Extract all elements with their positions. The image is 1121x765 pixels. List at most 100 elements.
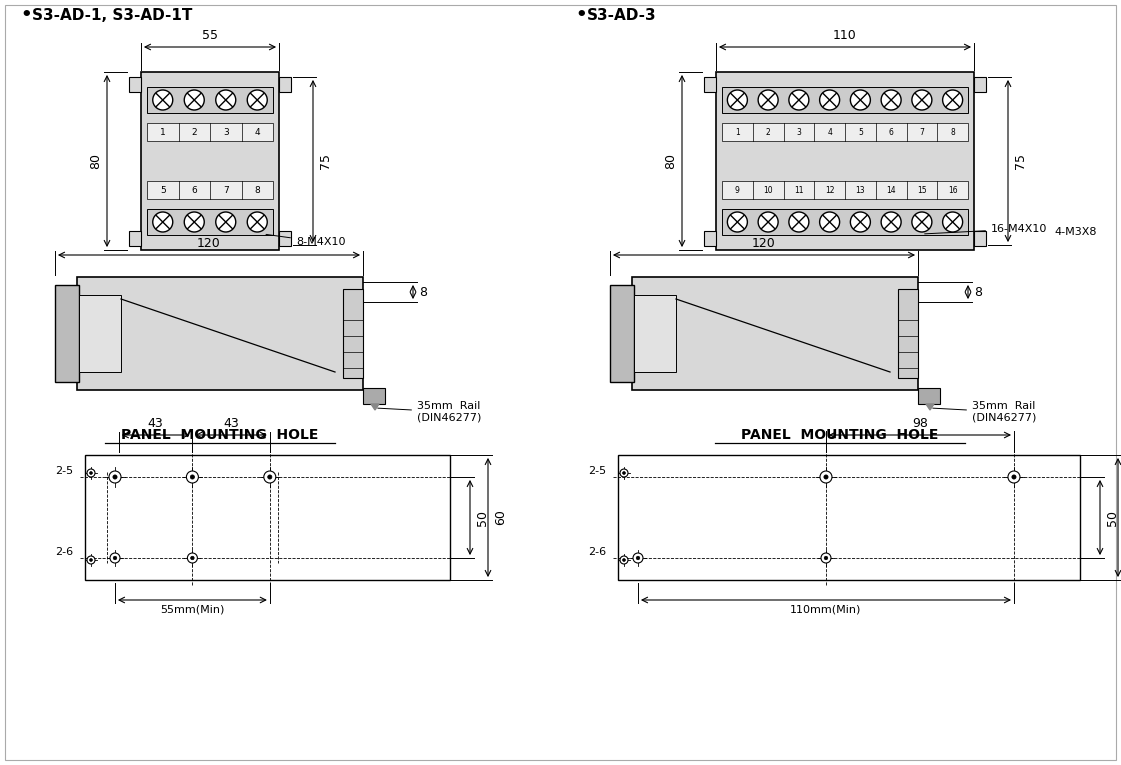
- Bar: [898, 289, 918, 378]
- Text: 13: 13: [855, 185, 865, 194]
- Bar: [77, 277, 363, 390]
- Circle shape: [819, 90, 840, 110]
- Text: 8: 8: [254, 185, 260, 194]
- Circle shape: [152, 212, 173, 232]
- Text: 55: 55: [202, 29, 217, 42]
- Text: 80: 80: [664, 153, 677, 169]
- Circle shape: [911, 212, 932, 232]
- Circle shape: [268, 475, 272, 479]
- Circle shape: [87, 469, 95, 477]
- Text: 75: 75: [1015, 153, 1027, 169]
- Text: 35mm  Rail
(DIN46277): 35mm Rail (DIN46277): [378, 401, 481, 423]
- Text: 75: 75: [319, 153, 332, 169]
- Bar: [634, 295, 676, 372]
- Bar: [363, 388, 385, 404]
- Circle shape: [758, 90, 778, 110]
- Circle shape: [728, 90, 748, 110]
- Circle shape: [1008, 471, 1020, 483]
- Bar: [78, 295, 121, 372]
- Circle shape: [187, 553, 197, 563]
- Text: 5: 5: [858, 128, 863, 136]
- Text: 8: 8: [951, 128, 955, 136]
- Circle shape: [819, 212, 840, 232]
- Circle shape: [87, 556, 95, 564]
- Text: 9: 9: [735, 185, 740, 194]
- Circle shape: [186, 471, 198, 483]
- Text: 6: 6: [192, 185, 197, 194]
- Bar: [279, 230, 291, 246]
- Circle shape: [819, 471, 832, 483]
- Text: 50: 50: [476, 509, 489, 526]
- Circle shape: [90, 558, 92, 562]
- Circle shape: [789, 212, 809, 232]
- Text: 7: 7: [919, 128, 925, 136]
- Circle shape: [110, 553, 120, 563]
- Text: 110: 110: [833, 29, 856, 42]
- Text: 55mm(Min): 55mm(Min): [160, 605, 224, 615]
- Bar: [85, 455, 450, 580]
- Circle shape: [821, 553, 831, 563]
- Text: 1: 1: [735, 128, 740, 136]
- Bar: [716, 72, 974, 250]
- Text: 98: 98: [912, 417, 928, 430]
- Text: 10: 10: [763, 185, 773, 194]
- Circle shape: [90, 471, 92, 474]
- Bar: [279, 76, 291, 92]
- Text: S3-AD-3: S3-AD-3: [587, 8, 657, 22]
- Text: 12: 12: [825, 185, 834, 194]
- Circle shape: [263, 471, 276, 483]
- Bar: [722, 181, 969, 199]
- Circle shape: [824, 556, 827, 560]
- Bar: [147, 87, 274, 113]
- Text: 8-M4X10: 8-M4X10: [266, 234, 345, 247]
- Text: 4-M3X8: 4-M3X8: [1054, 227, 1096, 237]
- Text: 2-5: 2-5: [587, 466, 606, 476]
- Text: 1: 1: [160, 128, 166, 136]
- Circle shape: [943, 212, 963, 232]
- Text: 8: 8: [974, 285, 982, 298]
- Circle shape: [881, 90, 901, 110]
- Polygon shape: [371, 404, 379, 410]
- Text: 3: 3: [223, 128, 229, 136]
- Circle shape: [215, 212, 235, 232]
- Bar: [147, 181, 274, 199]
- Bar: [147, 123, 274, 141]
- Bar: [704, 76, 716, 92]
- Text: 16: 16: [948, 185, 957, 194]
- Circle shape: [248, 212, 267, 232]
- Text: 4: 4: [254, 128, 260, 136]
- Circle shape: [881, 212, 901, 232]
- Circle shape: [152, 90, 173, 110]
- Circle shape: [633, 553, 643, 563]
- Bar: [55, 285, 78, 382]
- Bar: [147, 209, 274, 235]
- Circle shape: [758, 212, 778, 232]
- Text: 2-6: 2-6: [587, 547, 606, 557]
- Bar: [618, 455, 1080, 580]
- Circle shape: [184, 90, 204, 110]
- Circle shape: [637, 556, 640, 560]
- Circle shape: [728, 212, 748, 232]
- Circle shape: [620, 469, 628, 477]
- Circle shape: [184, 212, 204, 232]
- Text: 43: 43: [148, 417, 164, 430]
- Bar: [722, 87, 969, 113]
- Circle shape: [622, 471, 626, 474]
- Bar: [722, 209, 969, 235]
- Bar: [974, 230, 986, 246]
- Text: 120: 120: [752, 237, 776, 250]
- Text: S3-AD-1, S3-AD-1T: S3-AD-1, S3-AD-1T: [33, 8, 193, 22]
- Bar: [343, 289, 363, 378]
- Text: 5: 5: [160, 185, 166, 194]
- Bar: [129, 230, 141, 246]
- Circle shape: [191, 475, 195, 479]
- Circle shape: [1012, 475, 1016, 479]
- Circle shape: [248, 90, 267, 110]
- Text: •: •: [575, 6, 586, 24]
- Bar: [632, 277, 918, 390]
- Text: 2-5: 2-5: [55, 466, 73, 476]
- Bar: [610, 285, 634, 382]
- Text: 3: 3: [796, 128, 802, 136]
- Bar: [704, 230, 716, 246]
- Text: 6: 6: [889, 128, 893, 136]
